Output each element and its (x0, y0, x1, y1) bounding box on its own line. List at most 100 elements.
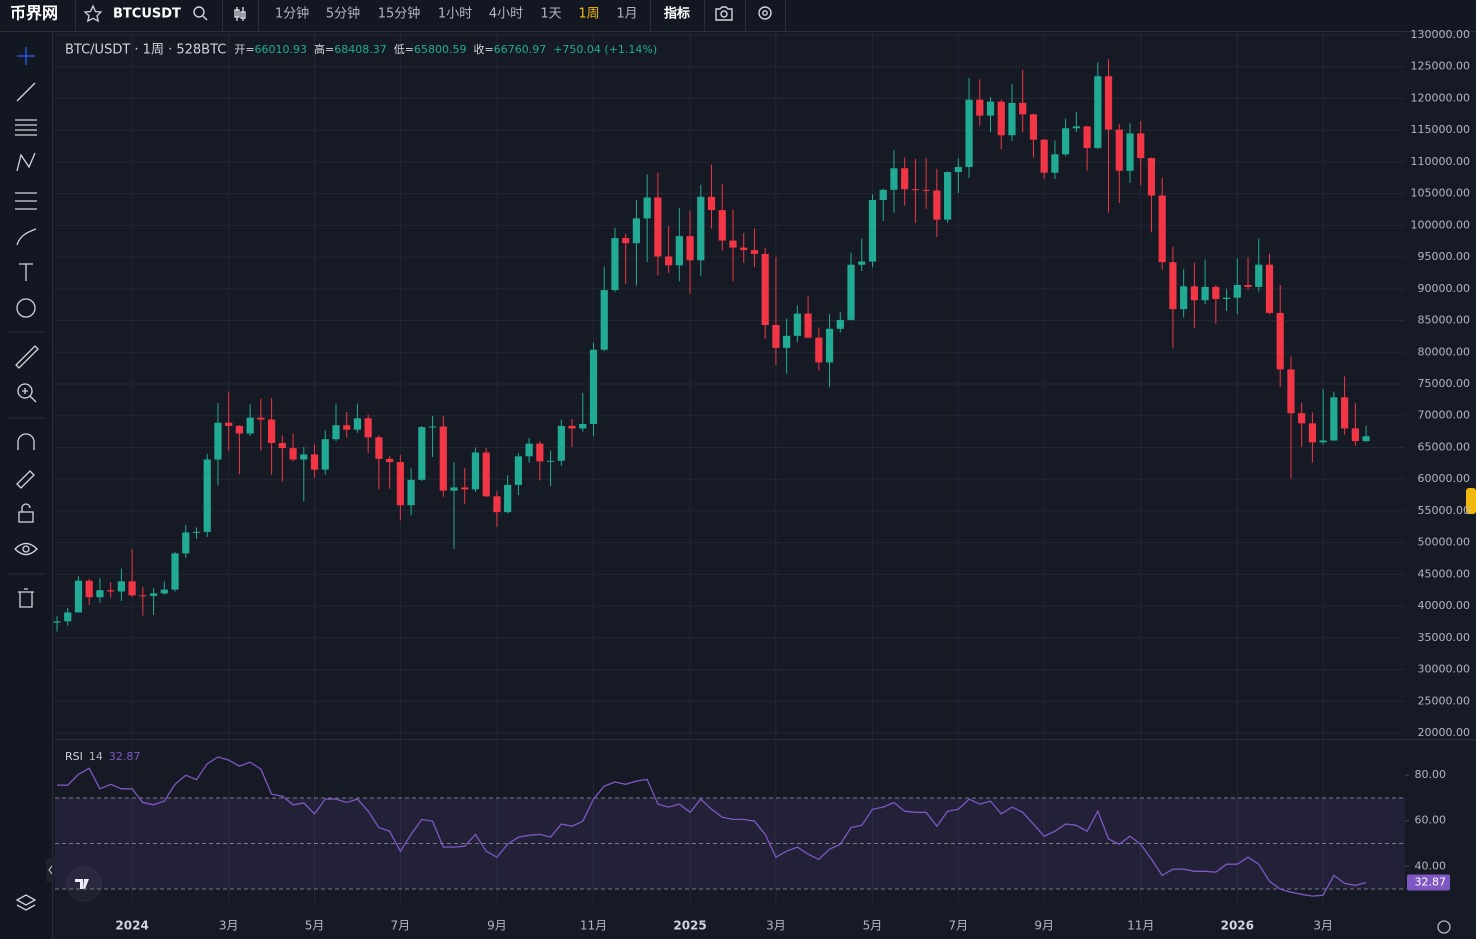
candle-body (686, 236, 694, 261)
candle-body (418, 427, 426, 480)
candle-body (622, 238, 630, 244)
interval-button[interactable]: 4小时 (489, 7, 523, 22)
candle-body (965, 99, 973, 167)
candle-body (1330, 397, 1338, 441)
y-tick-label: 110000.00 (1411, 155, 1471, 168)
candle-body (643, 197, 651, 219)
crosshair-tool[interactable] (17, 47, 35, 65)
rsi-tick-label: 40.00 (1415, 859, 1447, 872)
candle-body (976, 99, 984, 116)
ruler-tool[interactable] (15, 345, 39, 369)
candle-body (1072, 126, 1080, 129)
magnet-tool[interactable] (17, 433, 35, 450)
candle-body (793, 313, 801, 336)
y-tick-label: 75000.00 (1418, 377, 1471, 390)
candle-body (289, 448, 297, 460)
interval-button[interactable]: 1分钟 (275, 6, 309, 22)
x-tick-label: 7月 (948, 919, 968, 933)
candle-body (171, 553, 179, 590)
candle-body (525, 443, 533, 457)
candle-body (450, 487, 458, 491)
candle-body (1362, 436, 1370, 442)
candle-body (954, 166, 962, 173)
candle-body (804, 313, 812, 338)
chart-type-icon[interactable] (234, 7, 246, 21)
candle-body (1040, 139, 1048, 173)
x-tick-label: 3月 (219, 919, 239, 933)
candle-body (407, 479, 415, 506)
candle-body (428, 426, 437, 428)
emoji-tool[interactable] (16, 298, 36, 318)
candle-body (665, 256, 673, 266)
candle-body (1276, 312, 1284, 370)
tool-dividers (8, 331, 44, 575)
candle-body (64, 612, 72, 622)
side-tab[interactable] (1466, 488, 1476, 514)
candle-body (718, 210, 726, 241)
candle-body (589, 349, 598, 424)
symbol[interactable]: BTCUSDT (113, 7, 181, 22)
legend-text: 68408.37 (334, 43, 387, 56)
candle-body (675, 236, 683, 266)
axis-settings[interactable] (1437, 920, 1451, 934)
interval-button[interactable]: 1天 (540, 7, 561, 22)
y-tick-label: 115000.00 (1411, 123, 1471, 136)
legend-text: 66010.93 (255, 43, 308, 56)
candle-body (697, 196, 705, 261)
brush-tool[interactable] (16, 228, 37, 246)
tv-logo-mark (75, 879, 89, 889)
candle-body (1319, 440, 1327, 443)
interval-button[interactable]: 1周 (578, 7, 599, 22)
candle-body (471, 452, 480, 490)
candle-body (783, 335, 791, 348)
lock-drawing-tool[interactable] (16, 470, 35, 489)
camera-icon[interactable] (715, 6, 733, 21)
candle-body (707, 196, 716, 211)
indicators-button[interactable]: 指标 (664, 6, 690, 22)
candle-body (1104, 76, 1113, 130)
search-icon[interactable] (193, 6, 205, 18)
candle-body (278, 443, 286, 449)
candle-body (997, 101, 1005, 136)
settings-icon[interactable] (758, 6, 772, 20)
interval-button[interactable]: 15分钟 (378, 6, 421, 22)
lock-tool[interactable] (18, 511, 34, 523)
y-tick-label: 130000.00 (1411, 28, 1471, 41)
candle-body (107, 590, 115, 592)
y-tick-label: 80000.00 (1418, 345, 1471, 358)
layers-icon[interactable] (15, 894, 37, 911)
legend-text: 开= (234, 43, 254, 56)
legend-text: 66760.97 (494, 43, 547, 56)
zoom-tool[interactable] (17, 383, 33, 399)
x-tick-label: 9月 (487, 919, 507, 933)
interval-button[interactable]: 1小时 (438, 7, 472, 22)
favorite-icon[interactable] (83, 4, 103, 23)
visibility-tool[interactable] (14, 542, 38, 556)
visibility-tool (22, 545, 30, 553)
fib-tool[interactable] (15, 119, 37, 136)
x-tick-label: 11月 (580, 919, 607, 933)
legend-text: 收= (473, 42, 493, 56)
candle-body (536, 443, 544, 462)
trendline-tool[interactable] (16, 82, 36, 102)
x-tick-label: 3月 (1313, 919, 1333, 933)
interval-button[interactable]: 5分钟 (326, 6, 360, 22)
x-tick-label: 7月 (391, 919, 411, 933)
prediction-tool[interactable] (15, 192, 37, 210)
pattern-tool[interactable] (16, 152, 36, 172)
candle-body (879, 189, 887, 200)
logo[interactable]: 币界网 (10, 4, 58, 23)
candle-body (568, 425, 576, 429)
candle-body (235, 425, 244, 434)
text-tool[interactable] (19, 263, 33, 281)
interval-button[interactable]: 1月 (616, 7, 637, 22)
candle-body (182, 532, 190, 554)
legend-text: 高= (314, 42, 334, 56)
candle-body (579, 423, 587, 429)
candle-body (546, 460, 555, 462)
collapse-button[interactable] (46, 858, 55, 882)
candle-body (203, 459, 211, 532)
candle-body (815, 337, 823, 363)
delete-tool[interactable] (18, 588, 34, 608)
candle-body (1287, 369, 1295, 414)
